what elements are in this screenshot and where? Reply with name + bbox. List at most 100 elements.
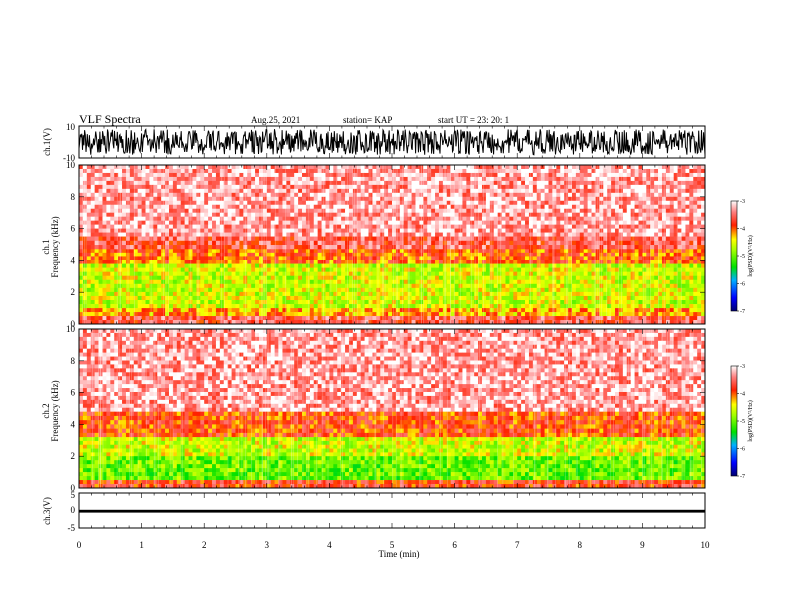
spectrogram-cell [352,220,358,225]
spectrogram-cell [165,212,170,217]
spectrogram-cell [168,192,174,198]
spectrogram-cell [583,240,588,246]
spectrogram-cell [462,192,467,198]
spectrogram-cell [110,192,115,198]
spectrogram-cell [564,224,569,229]
spectrogram-cell [544,271,549,277]
spectrogram-cell [634,212,639,217]
spectrogram-cell [153,275,158,281]
spectrogram-cell [188,224,193,229]
spectrogram-cell [528,240,534,246]
spectrogram-cell [176,184,182,190]
spectrogram-cell [697,252,702,257]
spectrogram-cell [658,200,663,206]
spectrogram-cell [701,212,706,217]
spectrogram-cell [317,279,322,285]
spectrogram-cell [536,256,541,261]
spectrogram-cell [141,220,146,225]
spectrogram-cell [294,275,299,281]
spectrogram-cell [571,256,577,261]
spectrogram-cell [540,216,545,221]
spectrogram-cell [102,220,107,225]
spectrogram-cell [560,252,565,257]
spectrogram-cell [470,216,475,221]
spectrogram-cell [630,176,635,182]
spectrogram-cell [497,168,502,174]
spectrogram-cell [548,236,553,242]
spectrogram-cell [646,204,651,210]
spectrogram-cell [251,220,256,225]
spectrogram-cell [528,216,534,221]
spectrogram-cell [270,200,275,206]
spectrogram-cell [255,240,260,246]
spectrogram-cell [415,172,420,178]
spectrogram-cell [165,168,170,174]
spectrogram-cell [290,188,295,194]
spectrogram-cell [172,208,178,214]
spectrogram-cell [168,212,174,217]
spectrogram-cell [560,188,565,194]
spectrogram-cell [438,184,444,190]
spectrogram-cell [556,232,561,237]
spectrogram-cell [626,263,631,268]
spectrogram-cell [372,263,377,268]
spectrogram-cell [427,240,432,246]
spectrogram-cell [223,256,228,261]
spectrogram-cell [380,172,385,178]
spectrogram-cell [525,200,530,206]
spectrogram-cell [352,165,358,170]
spectrogram-cell [227,228,232,233]
spectrogram-cell [251,224,256,229]
spectrogram-cell [560,165,565,170]
spectrogram-cell [505,240,510,246]
spectrogram-cell [278,216,283,221]
spectrogram-cell [212,256,217,261]
spectrogram-cell [333,232,338,237]
spectrogram-cell [685,208,690,214]
spectrogram-cell [255,200,260,206]
spectrogram-cell [392,212,397,217]
spectrogram-cell [212,200,217,206]
spectrogram-cell [235,204,240,210]
spectrogram-cell [208,168,213,174]
spectrogram-cell [98,271,103,277]
spectrogram-cell [513,216,518,221]
spectrogram-cell [341,172,346,178]
spectrogram-cell [638,172,643,178]
spectrogram-cell [384,232,389,237]
spectrogram-cell [231,224,236,229]
spectrogram-cell [693,275,698,281]
spectrogram-cell [493,165,498,170]
spectrogram-cell [384,180,389,186]
spectrogram-cell [329,196,334,202]
spectrogram-cell [337,232,342,237]
spectrogram-cell [622,279,628,285]
spectrogram-cell [282,180,287,186]
spectrogram-cell [153,196,158,202]
spectrogram-cell [622,232,628,237]
spectrogram-cell [196,208,201,214]
spectrogram-cell [384,168,389,174]
spectrogram-cell [294,192,299,198]
spectrogram-cell [372,184,377,190]
spectrogram-cell [149,263,154,268]
spectrogram-cell [485,216,491,221]
spectrogram-cell [114,184,119,190]
spectrogram-cell [661,232,667,237]
spectrogram-cell [462,180,467,186]
spectrogram-cell [607,216,612,221]
spectrogram-cell [544,249,549,254]
spectrogram-cell [630,172,635,178]
spectrogram-cell [380,249,385,254]
spectrogram-cell [329,184,334,190]
spectrogram-cell [470,200,475,206]
spectrogram-cell [654,236,659,242]
spectrogram-cell [493,260,498,264]
spectrogram-cell [403,204,408,210]
spectrogram-cell [462,208,467,214]
spectrogram-cell [407,204,412,210]
spectrogram-cell [356,192,361,198]
spectrogram-cell [591,249,596,254]
spectrogram-cell [505,279,510,285]
spectrogram-cell [79,204,84,210]
